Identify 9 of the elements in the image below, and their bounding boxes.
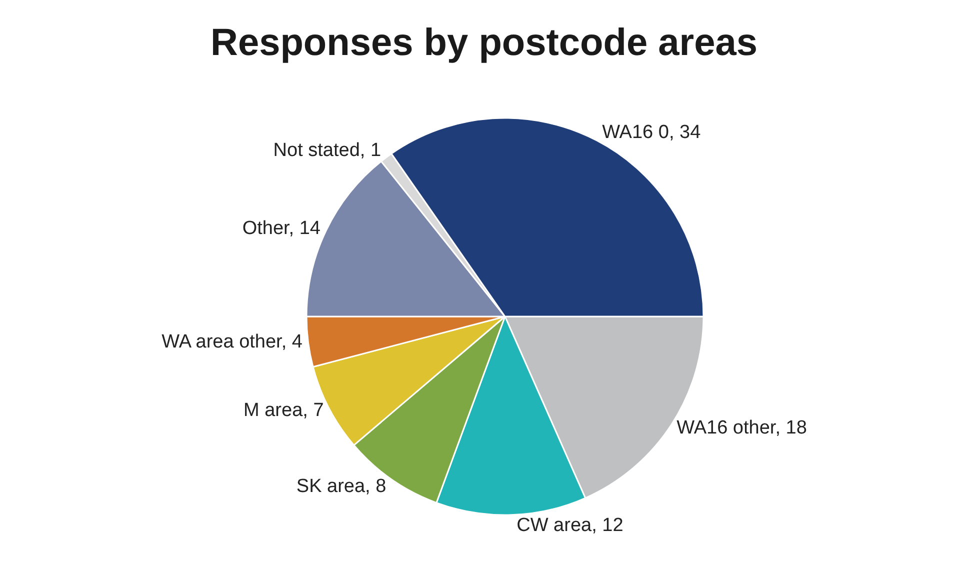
chart-title: Responses by postcode areas	[210, 22, 758, 64]
slice-label: WA16 other, 18	[676, 417, 807, 438]
slice-label: SK area, 8	[296, 476, 386, 497]
slice-label: M area, 7	[243, 400, 324, 422]
slice-label: WA area other, 4	[162, 332, 303, 353]
slice-label: Other, 14	[242, 218, 321, 239]
slice-label: CW area, 12	[516, 514, 624, 536]
slice-label: Not stated, 1	[273, 140, 382, 162]
slice-label: WA16 0, 34	[602, 122, 702, 143]
